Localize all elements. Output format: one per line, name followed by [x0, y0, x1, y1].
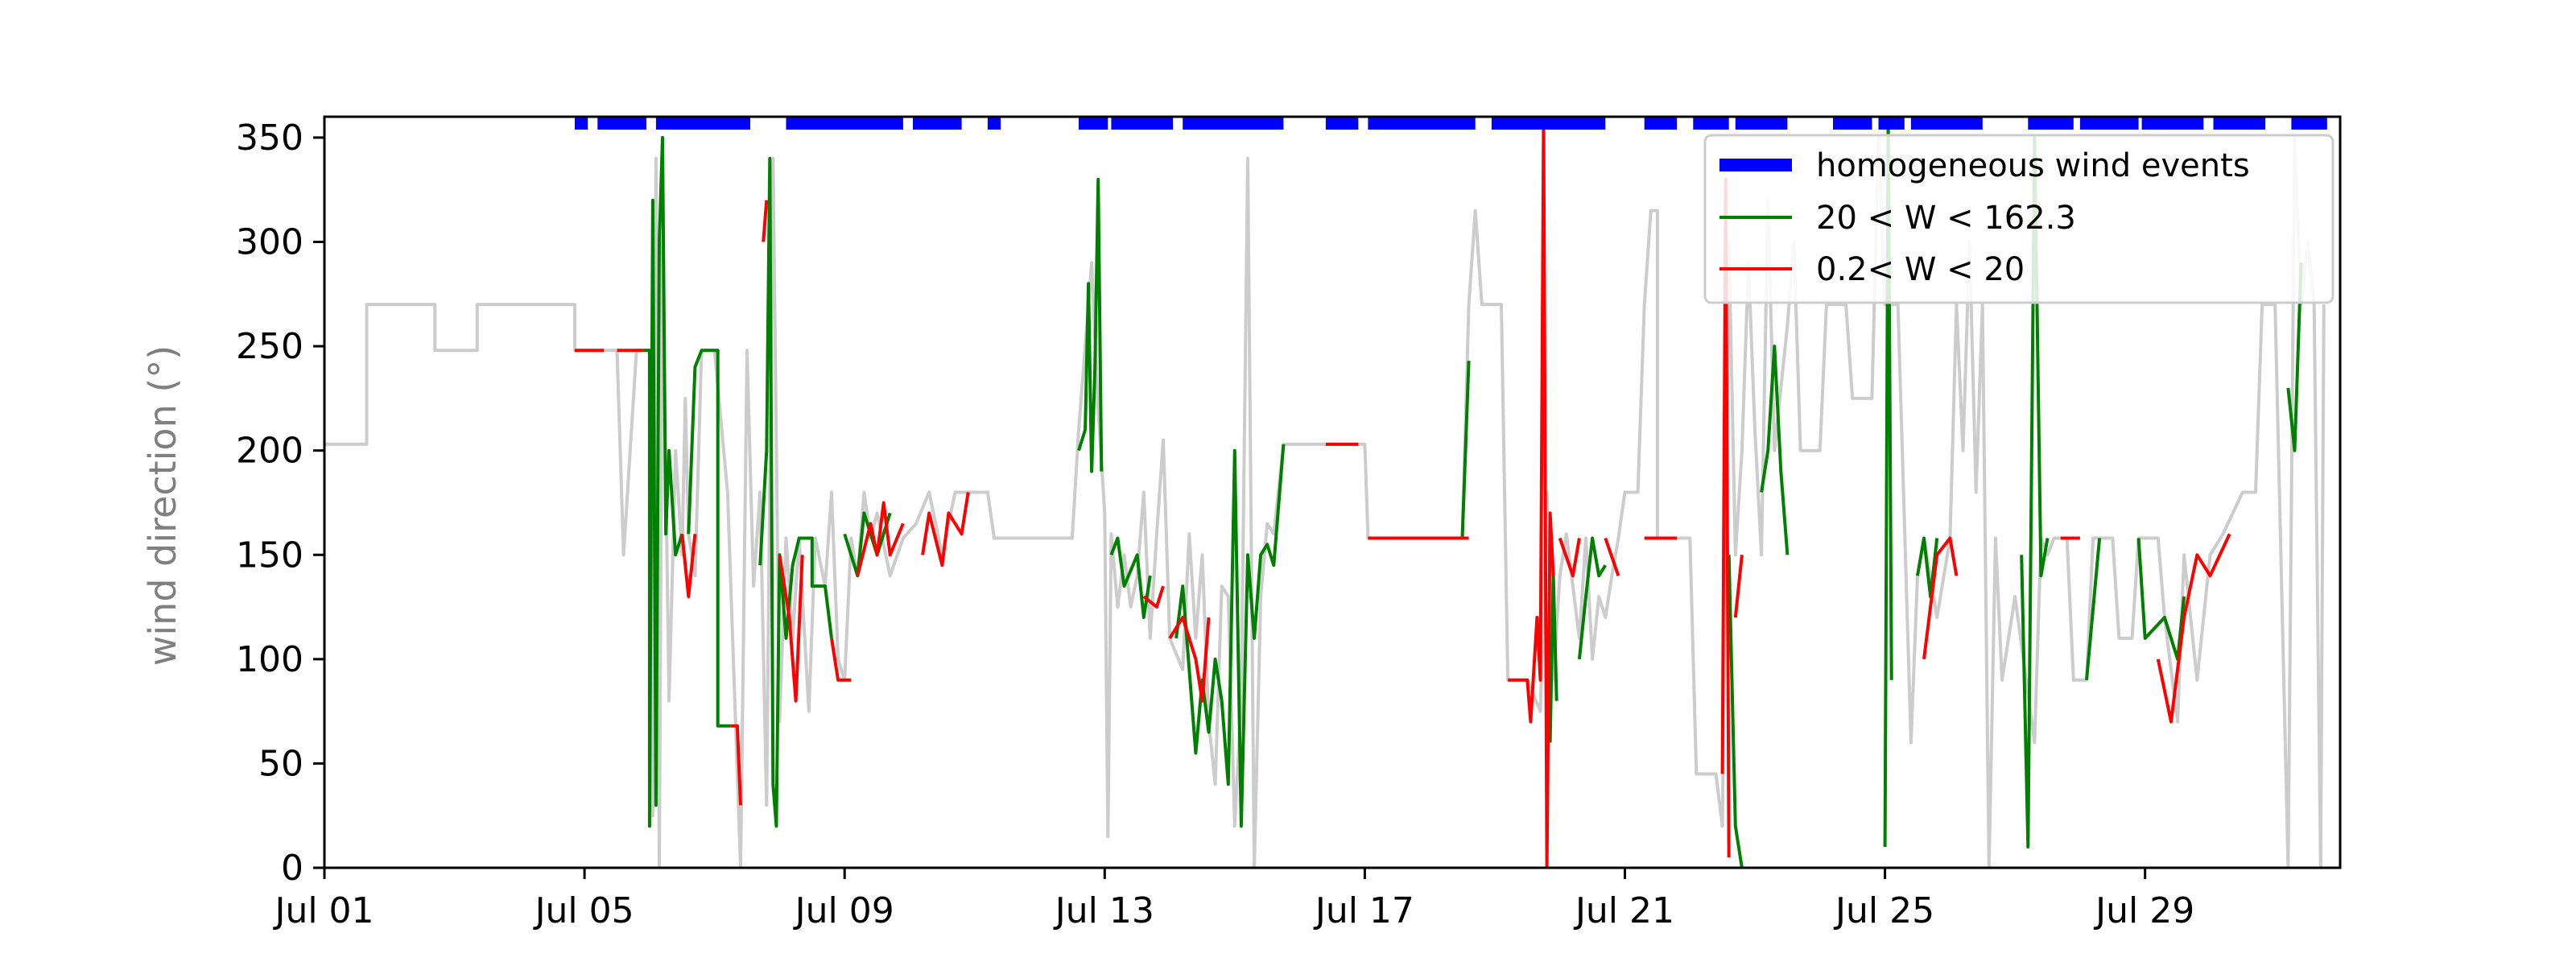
- low-w-segment-15: [1604, 537, 1620, 576]
- high-w-segment-16: [2136, 538, 2186, 661]
- high-w-segment-7: [1460, 361, 1471, 539]
- event-bar-10: [1368, 118, 1476, 130]
- event-bar-1: [597, 118, 646, 130]
- low-w-segment-10: [1168, 616, 1211, 703]
- high-w-segment-3: [843, 511, 892, 578]
- low-w-segment-6: [830, 638, 852, 682]
- event-bar-12: [1644, 118, 1678, 130]
- y-tick-label-0: 0: [281, 848, 303, 889]
- low-w-segment-4: [762, 200, 769, 242]
- low-w-segment-18: [1733, 555, 1744, 618]
- low-w-segment-8: [921, 492, 970, 568]
- event-bar-6: [1079, 118, 1108, 130]
- high-w-segment-4: [1077, 177, 1104, 473]
- event-bar-11: [1491, 118, 1606, 130]
- low-w-segment-14: [1558, 537, 1581, 578]
- x-tick-label-6: Jul 25: [1833, 890, 1934, 931]
- legend: homogeneous wind events 20 < W < 162.3 0…: [1703, 134, 2334, 304]
- legend-label-low-w: 0.2< W < 20: [1816, 251, 2025, 288]
- x-tick-label-7: Jul 29: [2093, 890, 2194, 931]
- series-layer: [324, 117, 2327, 868]
- high-w-segment-10: [1727, 555, 1744, 868]
- high-w-segment-17: [2286, 262, 2303, 452]
- high-w-segment-15: [2085, 538, 2102, 680]
- x-tick-label-2: Jul 09: [793, 890, 894, 931]
- high-w-segment-0: [642, 135, 684, 828]
- y-tick-label-1: 50: [258, 743, 303, 784]
- low-w-segment-7: [856, 501, 905, 576]
- event-bar-8: [1183, 118, 1284, 130]
- high-w-segment-1: [687, 349, 731, 728]
- x-tick-label-5: Jul 21: [1573, 890, 1674, 931]
- high-w-segment-2: [758, 156, 833, 828]
- legend-box: [1703, 134, 2334, 304]
- event-bar-14: [1735, 118, 1788, 130]
- event-bar-4: [913, 118, 962, 130]
- high-w-series: [642, 117, 2303, 868]
- y-axis: 0 50 100 150 200 250 300 350: [236, 118, 324, 889]
- low-w-segment-21: [2156, 533, 2231, 724]
- y-tick-label-2: 100: [236, 639, 303, 680]
- y-tick-label-4: 200: [236, 431, 303, 472]
- event-bar-22: [2291, 118, 2327, 130]
- x-tick-label-3: Jul 13: [1053, 890, 1154, 931]
- event-bars: [575, 118, 2327, 130]
- event-bar-9: [1325, 118, 1359, 130]
- low-w-segment-19: [1922, 536, 1959, 660]
- event-bar-21: [2213, 118, 2266, 130]
- high-w-segment-5: [1109, 536, 1152, 619]
- y-tick-label-7: 350: [236, 118, 303, 159]
- low-w-segment-5: [778, 554, 804, 703]
- low-w-segment-2: [680, 534, 697, 599]
- event-bar-19: [2079, 118, 2139, 130]
- low-w-segment-13: [1508, 117, 1555, 868]
- legend-label-events: homogeneous wind events: [1816, 147, 2250, 184]
- event-bar-15: [1833, 118, 1872, 130]
- x-axis: Jul 01 Jul 05 Jul 09 Jul 13 Jul 17 Jul 21 Jul …: [272, 868, 2194, 931]
- high-w-segment-11: [1760, 345, 1790, 555]
- event-bar-18: [2028, 118, 2074, 130]
- y-tick-label-5: 250: [236, 326, 303, 367]
- event-bar-13: [1693, 118, 1729, 130]
- x-tick-label-4: Jul 17: [1313, 890, 1414, 931]
- high-w-segment-12: [1883, 117, 1893, 848]
- event-bar-20: [2141, 118, 2204, 130]
- event-bar-17: [1910, 118, 1983, 130]
- y-tick-label-3: 150: [236, 535, 303, 576]
- high-w-segment-9: [1577, 536, 1607, 660]
- event-bar-5: [987, 118, 1001, 130]
- y-tick-label-6: 300: [236, 222, 303, 263]
- x-tick-label-0: Jul 01: [272, 890, 374, 931]
- event-bar-0: [575, 118, 588, 130]
- event-bar-2: [655, 118, 750, 130]
- x-tick-label-1: Jul 05: [533, 890, 634, 931]
- event-bar-3: [786, 118, 903, 130]
- event-bar-16: [1878, 118, 1905, 130]
- plot-frame: [323, 115, 2342, 869]
- event-bar-7: [1111, 118, 1174, 130]
- legend-label-high-w: 20 < W < 162.3: [1816, 200, 2076, 237]
- high-w-segment-13: [1916, 536, 1939, 599]
- high-w-segment-6: [1174, 444, 1286, 828]
- low-w-segment-9: [1142, 585, 1165, 609]
- y-axis-label: wind direction (°): [141, 345, 184, 666]
- low-w-segment-3: [730, 724, 742, 806]
